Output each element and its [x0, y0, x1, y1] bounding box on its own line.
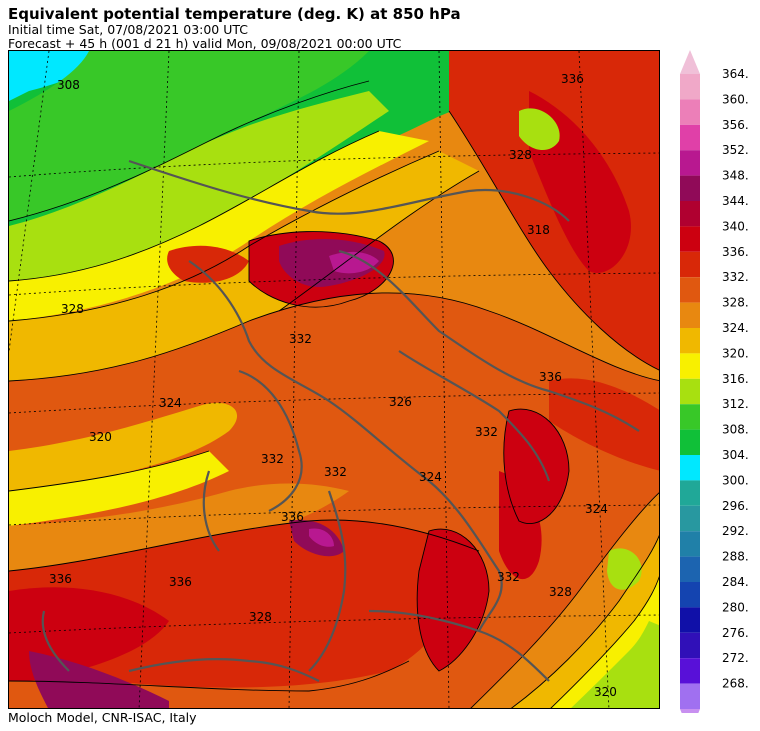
legend-label: 268. [722, 677, 749, 691]
contour-label: 336 [49, 572, 72, 586]
legend-label: 288. [722, 550, 749, 564]
contour-label: 332 [324, 465, 347, 479]
contour-label: 336 [169, 575, 192, 589]
legend-scale: 364. 360. 356. 352. 348. 344. 340. 336. 332. 328.… [680, 50, 749, 731]
legend-label: 328. [722, 296, 749, 310]
legend-swatch [680, 632, 700, 659]
legend-swatch [680, 683, 700, 709]
legend-label: 276. [722, 626, 749, 640]
legend-label: 272. [722, 651, 749, 665]
contour-label: 324 [585, 502, 608, 516]
legend-swatch [680, 277, 700, 303]
contour-label: 328 [549, 585, 572, 599]
contour-label: 326 [389, 395, 412, 409]
legend-top-arrow [680, 50, 700, 74]
legend-label: 332. [722, 270, 749, 284]
legend-label: 320. [722, 346, 749, 360]
legend-label: 292. [722, 524, 749, 538]
legend-swatch [680, 531, 700, 557]
legend-swatch [680, 124, 700, 151]
legend-swatch [680, 226, 700, 252]
legend-label: 308. [722, 423, 749, 437]
contour-label: 336 [281, 510, 304, 524]
legend-swatch [680, 353, 700, 379]
legend-label: 348. [722, 169, 749, 183]
legend-swatch [680, 150, 700, 176]
contour-label: 324 [419, 470, 442, 484]
legend-swatch [680, 74, 700, 100]
contour-label: 332 [289, 332, 312, 346]
legend-bottom-arrow [680, 709, 700, 731]
legend-label: 316. [722, 372, 749, 386]
contour-label: 336 [539, 370, 562, 384]
legend-swatch [680, 175, 700, 201]
legend-label: 356. [722, 118, 749, 132]
legend-swatch [680, 607, 700, 633]
legend-label: 340. [722, 219, 749, 233]
legend-label: 364. [722, 67, 749, 81]
contour-label: 324 [159, 396, 182, 410]
legend-swatch [680, 328, 700, 354]
contour-label: 328 [61, 302, 84, 316]
legend-swatch [680, 582, 700, 608]
legend-label: 324. [722, 321, 749, 335]
legend-swatch [680, 404, 700, 430]
legend-swatch [680, 99, 700, 125]
contour-label: 308 [57, 78, 80, 92]
legend-label: 360. [722, 92, 749, 106]
legend-swatch [680, 251, 700, 278]
legend-swatch [680, 658, 700, 684]
map-panel: 308 336 328 318 328 332 324 320 326 332 … [8, 50, 660, 709]
contour-label: 318 [527, 223, 550, 237]
legend-label: 312. [722, 397, 749, 411]
page-title: Equivalent potential temperature (deg. K… [8, 5, 461, 23]
legend-swatch [680, 556, 700, 582]
legend-label: 280. [722, 600, 749, 614]
contour-label: 320 [89, 430, 112, 444]
contour-label: 332 [475, 425, 498, 439]
contour-label: 332 [497, 570, 520, 584]
contour-label: 328 [509, 148, 532, 162]
legend-swatch [680, 429, 700, 455]
legend-label: 284. [722, 575, 749, 589]
contour-label: 332 [261, 452, 284, 466]
legend-label: 304. [722, 448, 749, 462]
model-credit: Moloch Model, CNR-ISAC, Italy [8, 710, 197, 725]
legend-swatch [680, 378, 700, 405]
legend-label: 336. [722, 245, 749, 259]
legend-swatch [680, 505, 700, 532]
theta-e-field: 308 336 328 318 328 332 324 320 326 332 … [9, 51, 659, 708]
legend-swatch [680, 201, 700, 227]
header: Equivalent potential temperature (deg. K… [8, 6, 461, 51]
legend-label: 296. [722, 499, 749, 513]
contour-label: 336 [561, 72, 584, 86]
contour-label: 320 [594, 685, 617, 699]
legend-label: 344. [722, 194, 749, 208]
legend-label: 300. [722, 473, 749, 487]
color-legend: 364. 360. 356. 352. 348. 344. 340. 336. 332. 328.… [678, 48, 760, 731]
initial-time: Initial time Sat, 07/08/2021 03:00 UTC [8, 22, 249, 37]
legend-label: 352. [722, 143, 749, 157]
contour-label: 328 [249, 610, 272, 624]
legend-swatch [680, 455, 700, 481]
legend-swatch [680, 302, 700, 328]
forecast-time: Forecast + 45 h (001 d 21 h) valid Mon, … [8, 36, 402, 51]
legend-swatch [680, 480, 700, 506]
